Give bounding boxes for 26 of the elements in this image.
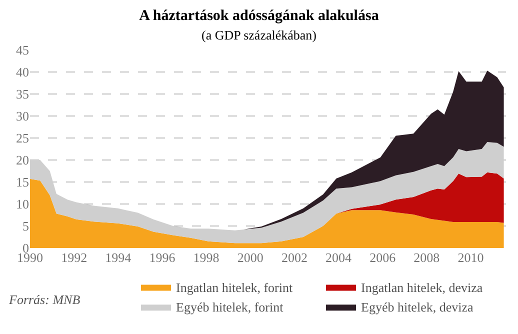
x-tick-label: 2006 — [370, 250, 396, 265]
x-tick-label: 2004 — [326, 250, 352, 265]
y-tick-label: 25 — [16, 130, 29, 146]
x-tick-label: 1996 — [149, 250, 176, 265]
legend-label: Ingatlan hitelek, deviza — [361, 280, 483, 295]
y-tick-label: 35 — [16, 86, 29, 102]
x-tick-label: 2008 — [414, 250, 440, 265]
x-tick-label: 1992 — [61, 250, 88, 265]
y-tick-label: 20 — [16, 152, 29, 168]
legend-label: Egyéb hitelek, deviza — [361, 300, 474, 315]
x-tick-label: 1998 — [193, 250, 220, 265]
y-tick-label: 10 — [16, 196, 29, 212]
text: Forrás: MNB — [8, 292, 80, 307]
legend-label: Ingatlan hitelek, forint — [176, 280, 293, 295]
y-tick-label: 40 — [16, 64, 29, 80]
y-tick-label: 45 — [16, 42, 29, 58]
x-tick-label: 2010 — [458, 250, 484, 265]
chart-title: A háztartások adósságának alakulása — [139, 8, 380, 24]
y-tick-label: 30 — [16, 108, 29, 124]
y-tick-label: 15 — [16, 174, 29, 190]
legend-label: Egyéb hitelek, forint — [176, 300, 284, 315]
y-tick-label: 5 — [22, 218, 29, 234]
x-tick-label: 2000 — [237, 250, 264, 265]
x-tick-label: 1994 — [105, 250, 132, 265]
x-tick-label: 2002 — [281, 250, 308, 265]
chart-subtitle: (a GDP százalékában) — [201, 28, 317, 43]
